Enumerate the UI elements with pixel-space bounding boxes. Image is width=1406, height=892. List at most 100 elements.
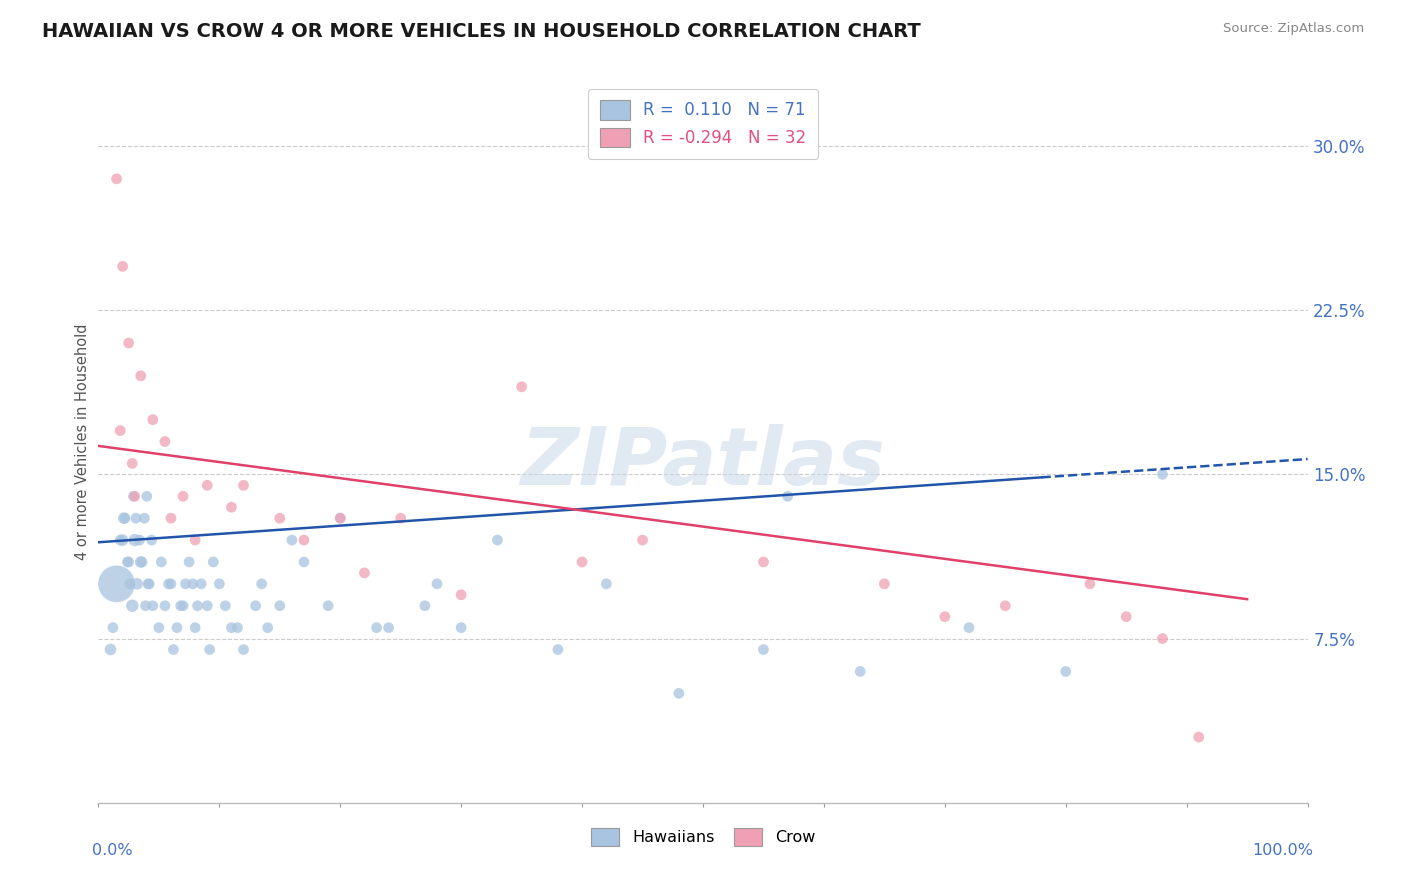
Point	[111, 533, 134, 547]
Point	[426, 577, 449, 591]
Point	[131, 555, 153, 569]
Point	[214, 599, 236, 613]
Text: HAWAIIAN VS CROW 4 OR MORE VEHICLES IN HOUSEHOLD CORRELATION CHART: HAWAIIAN VS CROW 4 OR MORE VEHICLES IN H…	[42, 22, 921, 41]
Point	[179, 555, 201, 569]
Point	[125, 511, 148, 525]
Point	[510, 380, 533, 394]
Point	[134, 511, 156, 525]
Point	[187, 599, 209, 613]
Text: ZIPatlas: ZIPatlas	[520, 425, 886, 502]
Point	[1054, 665, 1077, 679]
Point	[150, 555, 173, 569]
Point	[136, 577, 159, 591]
Point	[190, 577, 212, 591]
Point	[101, 621, 124, 635]
Point	[124, 533, 146, 547]
Text: 0.0%: 0.0%	[93, 843, 134, 857]
Point	[281, 533, 304, 547]
Point	[195, 478, 218, 492]
Point	[292, 533, 315, 547]
Point	[174, 577, 197, 591]
Point	[250, 577, 273, 591]
Point	[269, 511, 291, 525]
Point	[329, 511, 352, 525]
Point	[127, 577, 149, 591]
Legend: Hawaiians, Crow: Hawaiians, Crow	[583, 822, 823, 853]
Point	[547, 642, 569, 657]
Point	[169, 599, 191, 613]
Point	[631, 533, 654, 547]
Point	[172, 489, 194, 503]
Point	[121, 457, 143, 471]
Point	[1152, 467, 1174, 482]
Point	[571, 555, 593, 569]
Point	[198, 642, 221, 657]
Point	[142, 599, 165, 613]
Point	[202, 555, 225, 569]
Point	[108, 424, 131, 438]
Point	[141, 533, 163, 547]
Point	[195, 599, 218, 613]
Point	[135, 489, 157, 503]
Point	[157, 577, 180, 591]
Point	[377, 621, 399, 635]
Point	[118, 577, 141, 591]
Point	[148, 621, 170, 635]
Point	[129, 368, 152, 383]
Point	[1152, 632, 1174, 646]
Point	[226, 621, 249, 635]
Point	[105, 577, 128, 591]
Point	[957, 621, 980, 635]
Point	[413, 599, 436, 613]
Point	[135, 599, 157, 613]
Point	[118, 336, 141, 351]
Point	[873, 577, 896, 591]
Point	[316, 599, 339, 613]
Point	[256, 621, 278, 635]
Point	[245, 599, 267, 613]
Point	[450, 621, 472, 635]
Point	[389, 511, 412, 525]
Point	[160, 511, 183, 525]
Point	[184, 621, 207, 635]
Point	[162, 642, 184, 657]
Point	[111, 260, 134, 274]
Point	[221, 500, 243, 515]
Point	[138, 577, 160, 591]
Point	[595, 577, 617, 591]
Point	[1078, 577, 1101, 591]
Point	[269, 599, 291, 613]
Point	[353, 566, 375, 580]
Point	[129, 555, 152, 569]
Point	[117, 555, 139, 569]
Point	[112, 511, 135, 525]
Y-axis label: 4 or more Vehicles in Household: 4 or more Vehicles in Household	[75, 323, 90, 560]
Point	[450, 588, 472, 602]
Point	[121, 599, 143, 613]
Point	[153, 434, 176, 449]
Point	[934, 609, 956, 624]
Point	[668, 686, 690, 700]
Point	[122, 489, 145, 503]
Point	[232, 642, 254, 657]
Point	[776, 489, 799, 503]
Point	[208, 577, 231, 591]
Point	[849, 665, 872, 679]
Point	[118, 555, 141, 569]
Point	[366, 621, 388, 635]
Point	[160, 577, 183, 591]
Text: 100.0%: 100.0%	[1253, 843, 1313, 857]
Point	[114, 511, 136, 525]
Text: Source: ZipAtlas.com: Source: ZipAtlas.com	[1223, 22, 1364, 36]
Point	[105, 171, 128, 186]
Point	[142, 412, 165, 426]
Point	[172, 599, 194, 613]
Point	[153, 599, 176, 613]
Point	[232, 478, 254, 492]
Point	[486, 533, 509, 547]
Point	[1188, 730, 1211, 744]
Point	[292, 555, 315, 569]
Point	[184, 533, 207, 547]
Point	[1115, 609, 1137, 624]
Point	[128, 533, 150, 547]
